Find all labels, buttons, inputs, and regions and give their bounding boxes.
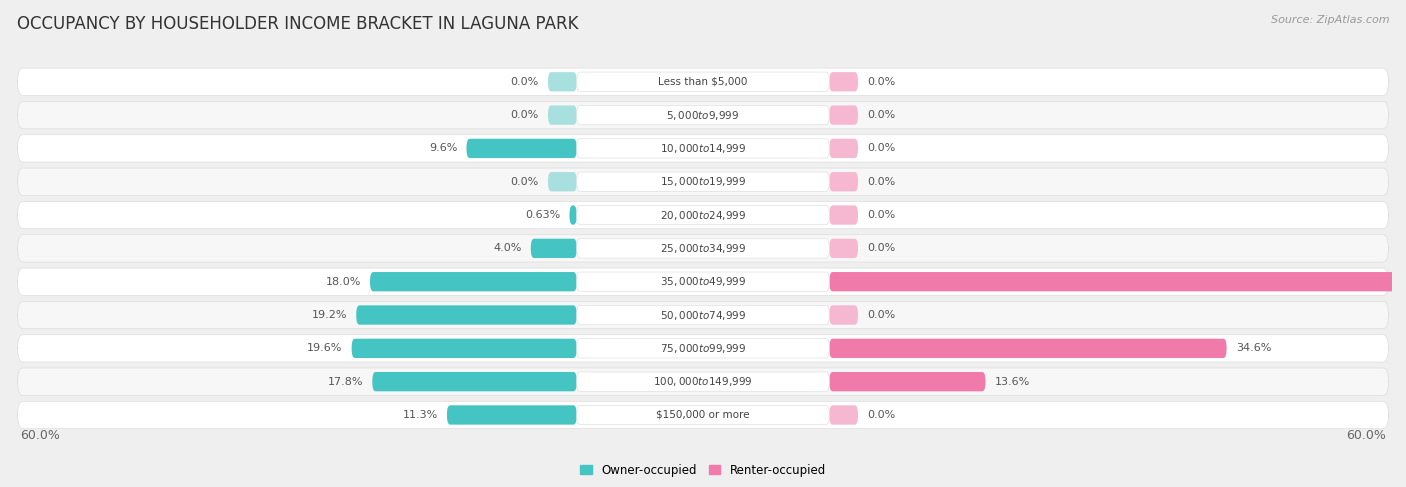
FancyBboxPatch shape — [17, 168, 1389, 195]
FancyBboxPatch shape — [576, 72, 830, 92]
FancyBboxPatch shape — [548, 105, 576, 125]
Text: 19.6%: 19.6% — [307, 343, 343, 354]
FancyBboxPatch shape — [548, 172, 576, 191]
Text: 0.0%: 0.0% — [510, 110, 538, 120]
FancyBboxPatch shape — [17, 135, 1389, 162]
Text: $50,000 to $74,999: $50,000 to $74,999 — [659, 308, 747, 321]
FancyBboxPatch shape — [576, 239, 830, 258]
FancyBboxPatch shape — [576, 405, 830, 425]
FancyBboxPatch shape — [356, 305, 576, 325]
FancyBboxPatch shape — [576, 372, 830, 392]
Text: 4.0%: 4.0% — [494, 244, 522, 253]
FancyBboxPatch shape — [830, 272, 1406, 291]
FancyBboxPatch shape — [17, 368, 1389, 395]
FancyBboxPatch shape — [830, 405, 858, 425]
FancyBboxPatch shape — [531, 239, 576, 258]
FancyBboxPatch shape — [17, 202, 1389, 229]
Text: $5,000 to $9,999: $5,000 to $9,999 — [666, 109, 740, 122]
Text: 17.8%: 17.8% — [328, 376, 363, 387]
FancyBboxPatch shape — [576, 139, 830, 158]
FancyBboxPatch shape — [548, 72, 576, 92]
FancyBboxPatch shape — [17, 235, 1389, 262]
Text: 9.6%: 9.6% — [429, 143, 457, 153]
FancyBboxPatch shape — [830, 172, 858, 191]
Text: 60.0%: 60.0% — [20, 429, 59, 442]
Text: $100,000 to $149,999: $100,000 to $149,999 — [654, 375, 752, 388]
FancyBboxPatch shape — [576, 105, 830, 125]
Text: Less than $5,000: Less than $5,000 — [658, 77, 748, 87]
FancyBboxPatch shape — [830, 338, 1226, 358]
FancyBboxPatch shape — [17, 268, 1389, 295]
Text: 0.63%: 0.63% — [524, 210, 560, 220]
Text: 0.0%: 0.0% — [868, 177, 896, 187]
Text: 0.0%: 0.0% — [868, 310, 896, 320]
FancyBboxPatch shape — [467, 139, 576, 158]
FancyBboxPatch shape — [830, 72, 858, 92]
Text: 60.0%: 60.0% — [1347, 429, 1386, 442]
FancyBboxPatch shape — [576, 305, 830, 325]
FancyBboxPatch shape — [830, 139, 858, 158]
FancyBboxPatch shape — [830, 305, 858, 325]
FancyBboxPatch shape — [576, 206, 830, 225]
FancyBboxPatch shape — [830, 105, 858, 125]
Text: 11.3%: 11.3% — [402, 410, 437, 420]
Text: Source: ZipAtlas.com: Source: ZipAtlas.com — [1271, 15, 1389, 25]
Text: 0.0%: 0.0% — [868, 210, 896, 220]
Text: 34.6%: 34.6% — [1236, 343, 1271, 354]
FancyBboxPatch shape — [576, 338, 830, 358]
Text: $150,000 or more: $150,000 or more — [657, 410, 749, 420]
FancyBboxPatch shape — [370, 272, 576, 291]
Text: $35,000 to $49,999: $35,000 to $49,999 — [659, 275, 747, 288]
FancyBboxPatch shape — [830, 372, 986, 392]
Text: $15,000 to $19,999: $15,000 to $19,999 — [659, 175, 747, 188]
Text: $25,000 to $34,999: $25,000 to $34,999 — [659, 242, 747, 255]
FancyBboxPatch shape — [830, 239, 858, 258]
FancyBboxPatch shape — [17, 101, 1389, 129]
FancyBboxPatch shape — [352, 338, 576, 358]
Text: 0.0%: 0.0% — [868, 110, 896, 120]
FancyBboxPatch shape — [576, 172, 830, 191]
FancyBboxPatch shape — [373, 372, 576, 392]
Text: OCCUPANCY BY HOUSEHOLDER INCOME BRACKET IN LAGUNA PARK: OCCUPANCY BY HOUSEHOLDER INCOME BRACKET … — [17, 15, 578, 33]
Text: $10,000 to $14,999: $10,000 to $14,999 — [659, 142, 747, 155]
Text: 0.0%: 0.0% — [868, 410, 896, 420]
Text: 0.0%: 0.0% — [510, 177, 538, 187]
Text: 0.0%: 0.0% — [868, 244, 896, 253]
FancyBboxPatch shape — [17, 401, 1389, 429]
Text: 19.2%: 19.2% — [312, 310, 347, 320]
FancyBboxPatch shape — [17, 335, 1389, 362]
Text: 0.0%: 0.0% — [868, 143, 896, 153]
FancyBboxPatch shape — [830, 206, 858, 225]
Text: $75,000 to $99,999: $75,000 to $99,999 — [659, 342, 747, 355]
Text: 18.0%: 18.0% — [325, 277, 361, 287]
FancyBboxPatch shape — [576, 272, 830, 291]
FancyBboxPatch shape — [569, 206, 576, 225]
FancyBboxPatch shape — [17, 301, 1389, 329]
Text: 0.0%: 0.0% — [868, 77, 896, 87]
Text: $20,000 to $24,999: $20,000 to $24,999 — [659, 208, 747, 222]
Text: 13.6%: 13.6% — [994, 376, 1031, 387]
FancyBboxPatch shape — [17, 68, 1389, 95]
FancyBboxPatch shape — [447, 405, 576, 425]
Text: 0.0%: 0.0% — [510, 77, 538, 87]
Legend: Owner-occupied, Renter-occupied: Owner-occupied, Renter-occupied — [575, 459, 831, 482]
